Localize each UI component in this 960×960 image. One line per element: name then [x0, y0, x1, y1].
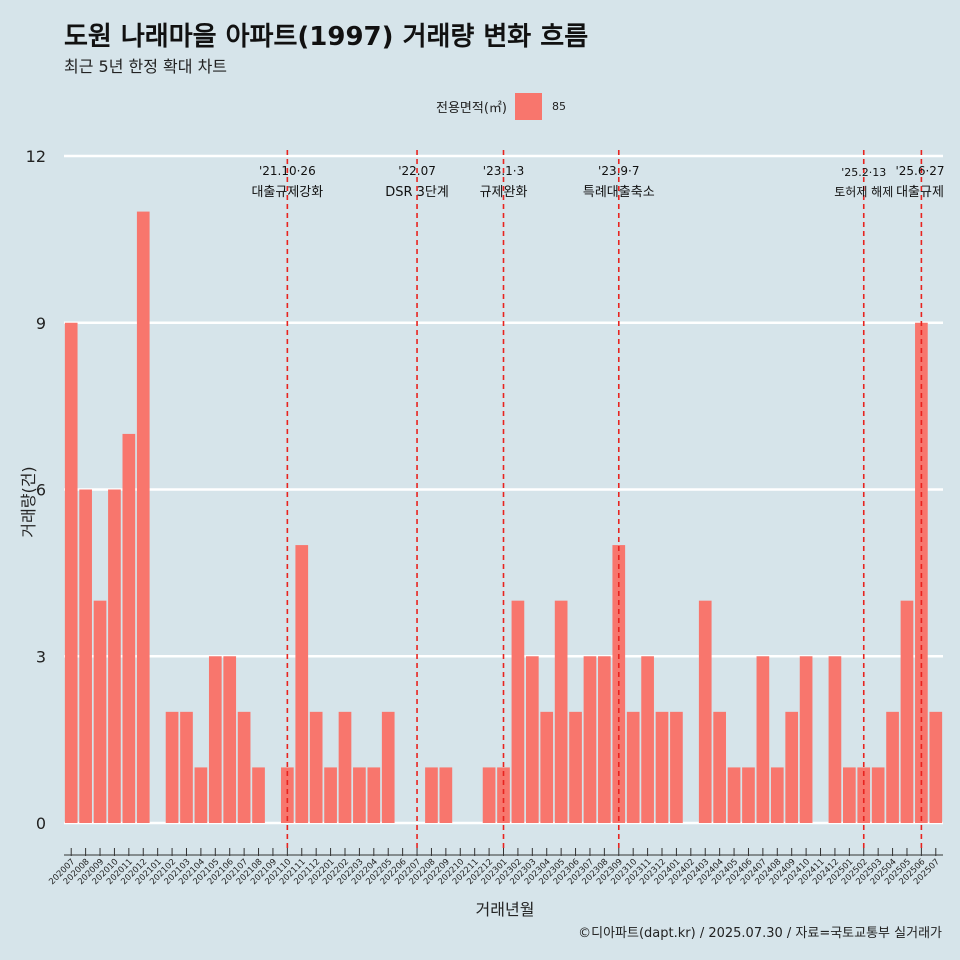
bar-202301 — [497, 767, 510, 823]
bar-202408 — [770, 767, 784, 823]
bar-202311 — [641, 656, 654, 823]
bar-202307 — [583, 656, 597, 823]
y-tick-label-0: 0 — [36, 814, 46, 833]
annotation-date-202207: '22.07 — [398, 164, 436, 178]
bar-202412 — [828, 656, 842, 823]
bar-202410 — [799, 656, 813, 823]
bar-202102 — [165, 711, 179, 823]
annotation-date-202506: '25.6·27 — [895, 164, 944, 178]
y-tick-label-12: 12 — [26, 147, 46, 166]
bar-202501 — [842, 767, 856, 823]
bar-202306 — [569, 711, 582, 823]
bar-202405 — [727, 767, 741, 823]
bar-202011 — [122, 433, 136, 823]
bar-202106 — [223, 656, 237, 823]
y-axis: 0 3 6 9 12 — [26, 147, 46, 833]
bar-202202 — [338, 711, 352, 823]
annotation-label-202301: 규제완화 — [480, 185, 528, 200]
bar-202108 — [252, 767, 265, 823]
bar-202507 — [929, 711, 943, 823]
y-tick-label-9: 9 — [36, 314, 46, 333]
bar-202404 — [713, 711, 726, 823]
annotation-date-202309: '23.9·7 — [598, 164, 639, 178]
chart-title: 도원 나래마을 아파트(1997) 거래량 변화 흐름 — [64, 22, 589, 52]
bar-202505 — [900, 600, 914, 823]
y-tick-label-6: 6 — [36, 481, 46, 500]
legend-swatch — [514, 93, 542, 120]
bar-202403 — [698, 600, 712, 823]
bar-202104 — [194, 767, 208, 823]
annotations: '21.10·26 대출규제강화 '22.07 DSR 3단계 '23.1·3 규제완화 '… — [251, 164, 944, 200]
bar-202310 — [626, 711, 640, 823]
bar-202008 — [79, 489, 92, 823]
bar-202110 — [281, 767, 294, 823]
bar-202103 — [180, 711, 193, 823]
bar-202302 — [511, 600, 525, 823]
annotation-label-202207: DSR 3단계 — [385, 185, 449, 200]
bar-202204 — [367, 767, 381, 823]
bar-202105 — [208, 656, 222, 823]
y-axis-label: 거래량(건) — [19, 466, 38, 537]
bar-202308 — [598, 656, 611, 823]
bar-202409 — [785, 711, 799, 823]
annotation-date-202301: '23.1·3 — [483, 164, 524, 178]
bars — [64, 211, 943, 824]
annotation-label-202309: 특례대출축소 — [583, 185, 655, 200]
bar-202212 — [482, 767, 496, 823]
legend-title: 전용면적(㎡) — [436, 101, 507, 116]
legend: 전용면적(㎡) 85 — [436, 93, 566, 120]
x-axis: 2020072020082020092020102020112020122021… — [47, 848, 943, 887]
annotation-label-202502: 토허제 해제 — [834, 185, 893, 199]
bar-202009 — [93, 600, 107, 823]
annotation-date-202110: '21.10·26 — [259, 164, 316, 178]
bar-202010 — [108, 489, 121, 823]
bar-202503 — [871, 767, 885, 823]
bar-202406 — [742, 767, 755, 823]
bar-202111 — [295, 545, 309, 823]
annotation-label-202110: 대출규제강화 — [251, 185, 323, 200]
x-axis-label: 거래년월 — [476, 900, 535, 919]
bar-202209 — [439, 767, 453, 823]
bar-202007 — [64, 322, 78, 823]
bar-202305 — [554, 600, 568, 823]
caption: ©디아파트(dapt.kr) / 2025.07.30 / 자료=국토교통부 실… — [578, 926, 942, 941]
annotation-label-202506: 대출규제 — [896, 185, 944, 200]
bar-202504 — [886, 711, 899, 823]
bar-202208 — [425, 767, 438, 823]
bar-202407 — [756, 656, 770, 823]
bar-202205 — [381, 711, 395, 823]
y-tick-label-3: 3 — [36, 647, 46, 666]
chart-subtitle: 최근 5년 한정 확대 차트 — [64, 57, 228, 76]
bar-202401 — [670, 711, 683, 823]
bar-202502 — [857, 767, 871, 823]
annotation-date-202502: '25.2·13 — [841, 166, 886, 179]
bar-202112 — [309, 711, 323, 823]
bar-202304 — [540, 711, 554, 823]
bar-202012 — [136, 211, 150, 824]
bar-202312 — [655, 711, 669, 823]
legend-item-85: 85 — [551, 100, 566, 113]
bar-202303 — [525, 656, 539, 823]
bar-202107 — [237, 711, 251, 823]
bar-202506 — [915, 322, 928, 823]
bar-202201 — [324, 767, 337, 823]
bar-202203 — [353, 767, 366, 823]
